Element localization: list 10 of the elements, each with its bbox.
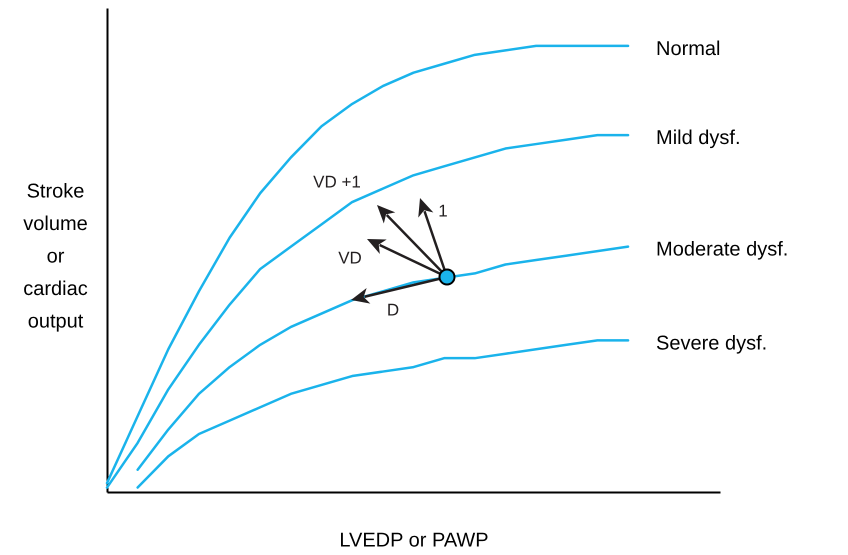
series-label: Severe dysf.: [656, 332, 768, 354]
annotation: VD: [338, 248, 362, 268]
series-label: Normal: [656, 38, 721, 60]
x-axis-title: LVEDP or PAWP: [339, 530, 489, 552]
y-axis-title: Stroke volume or cardiac output: [23, 180, 88, 332]
series-label: Moderate dysf.: [656, 238, 788, 261]
series-label: Mild dysf.: [656, 127, 741, 150]
annotation: VD +1: [313, 172, 361, 192]
annotation: 1: [438, 201, 448, 220]
annotation: D: [386, 300, 400, 320]
